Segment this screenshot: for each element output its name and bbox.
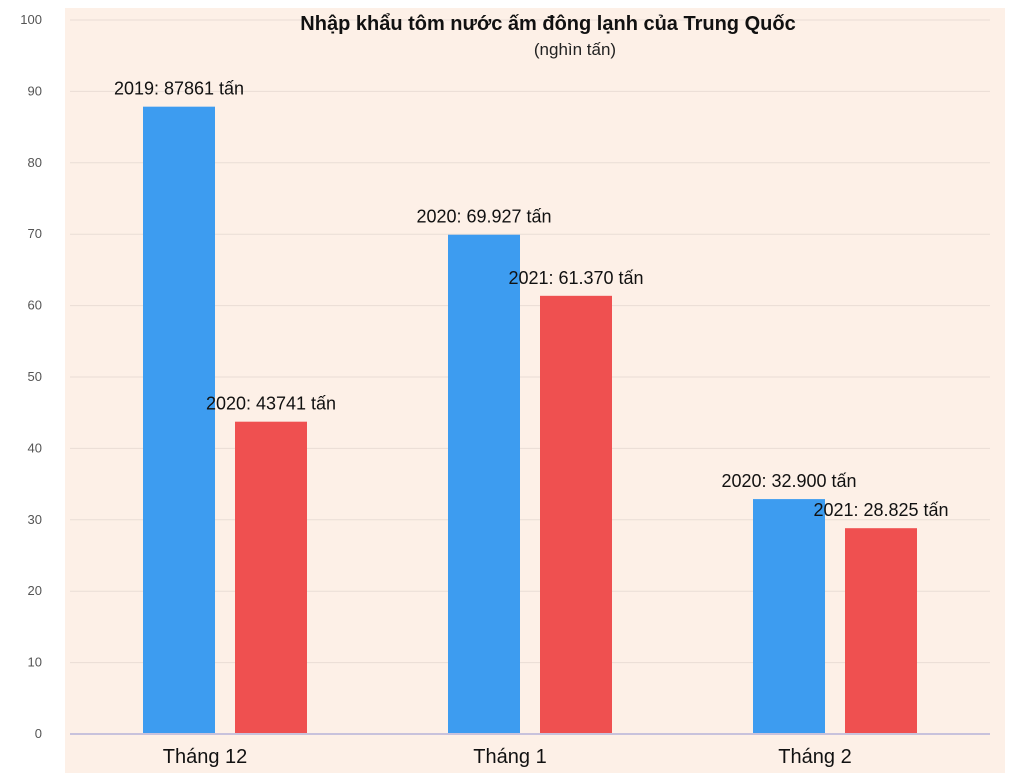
data-label-2-1: 2020: 69.927 tấn — [416, 207, 551, 227]
chart-subtitle: (nghìn tấn) — [534, 40, 616, 59]
y-tick-label-70: 70 — [28, 226, 42, 241]
y-tick-label-80: 80 — [28, 155, 42, 170]
y-tick-label-60: 60 — [28, 298, 42, 313]
bars — [143, 106, 917, 734]
y-tick-label-90: 90 — [28, 83, 42, 98]
y-tick-label-10: 10 — [28, 655, 42, 670]
y-tick-label-40: 40 — [28, 440, 42, 455]
bar-3-1 — [753, 499, 825, 734]
y-tick-label-30: 30 — [28, 512, 42, 527]
data-label-3-1: 2020: 32.900 tấn — [721, 471, 856, 491]
y-tick-label-50: 50 — [28, 369, 42, 384]
data-label-2-2: 2021: 61.370 tấn — [508, 268, 643, 288]
bar-2-1 — [448, 234, 520, 734]
data-label-3-2: 2021: 28.825 tấn — [813, 500, 948, 520]
category-label-1: Tháng 12 — [163, 746, 248, 768]
grid-lines — [70, 19, 990, 664]
y-axis-ticks: 0 10 20 30 40 50 60 70 80 90 100 — [20, 12, 42, 741]
chart-title: Nhập khẩu tôm nước ấm đông lạnh của Trun… — [300, 13, 795, 35]
data-labels: 2019: 87861 tấn 2020: 43741 tấn 2020: 69.9… — [114, 79, 949, 521]
bar-2-2 — [540, 295, 612, 734]
category-label-2: Tháng 1 — [473, 746, 546, 768]
bar-3-2 — [845, 528, 917, 734]
y-tick-label-100: 100 — [20, 12, 42, 27]
x-axis-categories: Tháng 12 Tháng 1 Tháng 2 — [163, 746, 852, 768]
y-tick-label-0: 0 — [35, 726, 42, 741]
data-label-1-1: 2019: 87861 tấn — [114, 79, 244, 99]
category-label-3: Tháng 2 — [778, 746, 851, 768]
bar-1-1 — [143, 106, 215, 734]
y-tick-label-20: 20 — [28, 583, 42, 598]
data-label-1-2: 2020: 43741 tấn — [206, 394, 336, 414]
bar-1-2 — [235, 421, 307, 734]
